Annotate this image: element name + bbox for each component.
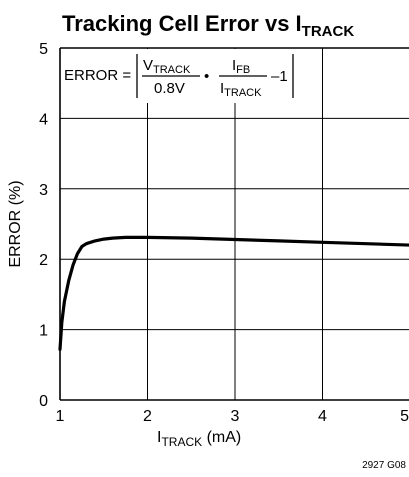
x-tick-label-4: 5 [400, 408, 409, 425]
y-tick-label-1: 1 [39, 323, 48, 340]
x-tick-label-1: 2 [143, 408, 152, 425]
figure-id: 2927 G08 [362, 460, 406, 471]
formula-v-numerator: VTRACK [143, 57, 191, 76]
y-tick-label-0: 0 [39, 393, 48, 410]
formula-lhs: ERROR = [64, 67, 131, 84]
formula-v-denominator: 0.8V [154, 80, 185, 97]
formula-tail: –1 [271, 68, 288, 85]
y-tick-label-4: 4 [39, 111, 48, 128]
x-tick-label-3: 4 [318, 408, 327, 425]
y-tick-label-5: 5 [39, 41, 48, 58]
y-axis-label: ERROR (%) [7, 180, 24, 267]
x-axis-ticks: 1 2 3 4 5 [56, 408, 409, 425]
formula-annotation: ERROR = VTRACK 0.8V • IFB ITRACK –1 [61, 49, 306, 103]
x-tick-label-0: 1 [56, 408, 65, 425]
chart-title-main: Tracking Cell Error vs I [62, 11, 302, 36]
x-tick-label-2: 3 [231, 408, 240, 425]
grid [60, 48, 409, 400]
series-line [58, 235, 409, 351]
y-tick-label-3: 3 [39, 182, 48, 199]
chart-title-subscript: TRACK [302, 23, 355, 40]
formula-i-numerator: IFB [232, 57, 250, 76]
chart-title: Tracking Cell Error vs ITRACK [62, 11, 354, 40]
formula-dot: • [204, 68, 209, 85]
formula-i-denominator: ITRACK [220, 80, 262, 99]
x-axis-label: ITRACK (mA) [157, 429, 241, 449]
y-tick-label-2: 2 [39, 252, 48, 269]
y-axis-ticks: 0 1 2 3 4 5 [39, 41, 48, 410]
